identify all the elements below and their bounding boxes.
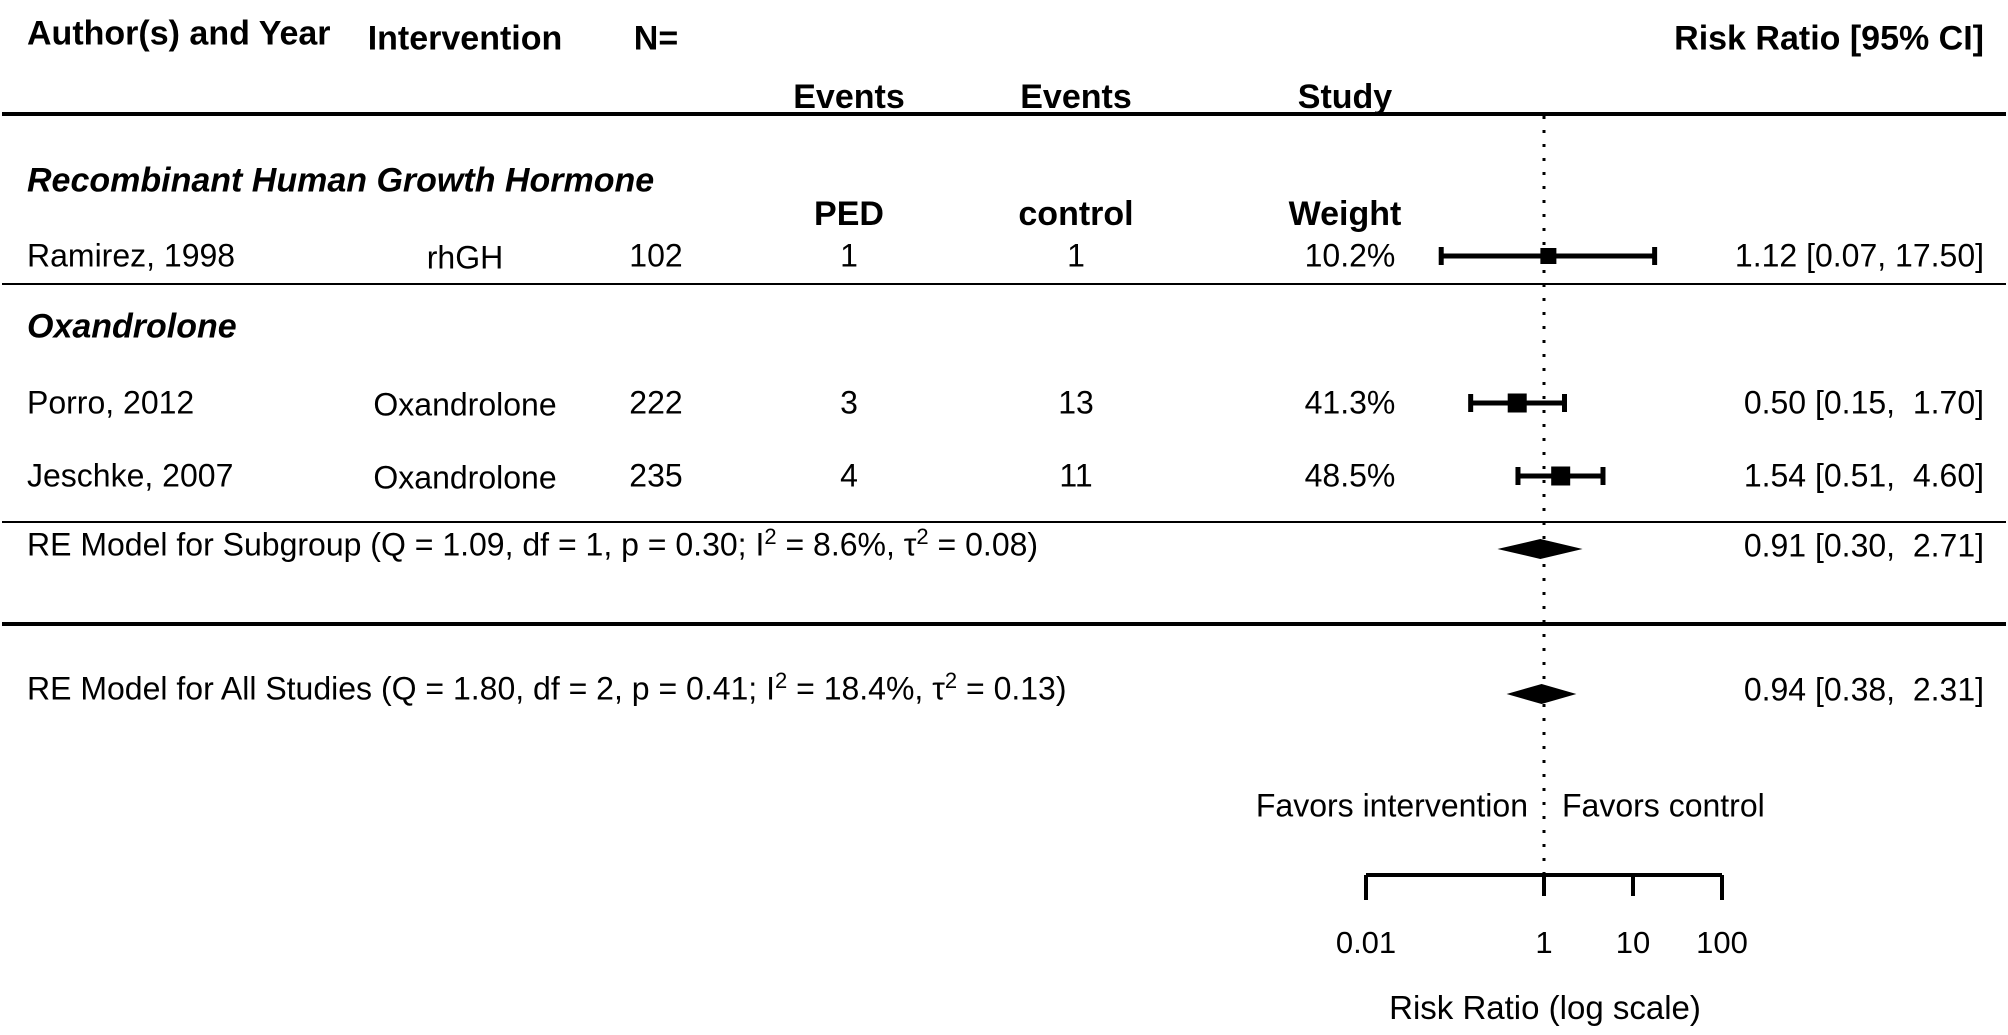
study-risk-ratio: 1.54 [0.51, 4.60] — [1743, 457, 1984, 494]
point-estimate-square — [1507, 393, 1527, 413]
study-intervention: rhGH — [426, 239, 504, 276]
x-axis-title: Risk Ratio (log scale) — [1389, 989, 1701, 1027]
summary-all-label-sup1: 2 — [774, 667, 788, 693]
col-header-events-ped-line1: Events — [793, 78, 905, 116]
summary-all-label: RE Model for All Studies (Q = 1.80, df =… — [27, 667, 1067, 708]
col-header-study-weight-line2: Weight — [1288, 195, 1402, 233]
x-tick-label-0.01: 0.01 — [1335, 925, 1397, 961]
summary-subgroup-label: RE Model for Subgroup (Q = 1.09, df = 1,… — [27, 523, 1039, 564]
col-header-n: N= — [633, 19, 679, 58]
section-divider-rule — [2, 622, 2006, 626]
study-events-control: 1 — [1067, 237, 1085, 274]
study-events-control: 11 — [1059, 457, 1093, 494]
summary-all-label-part3: = 0.13) — [957, 670, 1067, 707]
favors-control-label: Favors control — [1562, 787, 1765, 824]
summary-all-risk-ratio: 0.94 [0.38, 2.31] — [1743, 671, 1984, 708]
subgroup-header-rhgh: Recombinant Human Growth Hormone — [27, 161, 655, 200]
summary-all-label-part2: = 18.4%, τ — [787, 670, 945, 707]
study-events-control: 13 — [1058, 384, 1094, 421]
x-tick-label-100: 100 — [1696, 925, 1748, 961]
col-header-study-weight: Study Weight — [1289, 0, 1402, 312]
col-header-events-control: Events control — [1018, 0, 1133, 312]
summary-all-label-sup2: 2 — [944, 667, 958, 693]
study-events-ped: 3 — [840, 384, 858, 421]
summary-diamond — [1506, 684, 1577, 704]
study-intervention: Oxandrolone — [373, 459, 557, 496]
subgroup-summary-rule — [2, 521, 2006, 523]
point-estimate-square — [1540, 248, 1557, 264]
study-weight: 41.3% — [1304, 384, 1396, 421]
col-header-author: Author(s) and Year — [27, 14, 331, 53]
col-header-events-ped: Events PED — [793, 0, 905, 312]
summary-subgroup-label-sup2: 2 — [916, 523, 929, 549]
study-author: Ramirez, 1998 — [27, 237, 236, 274]
col-header-events-ped-line2: PED — [814, 195, 884, 233]
study-risk-ratio: 1.12 [0.07, 17.50] — [1734, 237, 1984, 274]
col-header-study-weight-line1: Study — [1297, 78, 1393, 116]
rhgh-section-rule — [2, 283, 2006, 285]
summary-subgroup-label-part1: RE Model for Subgroup (Q = 1.09, df = 1,… — [27, 526, 765, 563]
study-risk-ratio: 0.50 [0.15, 1.70] — [1743, 384, 1984, 421]
header-rule — [2, 112, 2006, 116]
study-weight: 48.5% — [1304, 457, 1396, 494]
summary-subgroup-label-part2: = 8.6%, τ — [776, 526, 917, 563]
summary-subgroup-label-sup1: 2 — [764, 523, 777, 549]
study-events-ped: 4 — [840, 457, 858, 494]
study-events-ped: 1 — [840, 237, 858, 274]
study-author: Jeschke, 2007 — [27, 457, 234, 494]
subgroup-header-oxandrolone: Oxandrolone — [27, 307, 237, 346]
x-tick-label-1: 1 — [1535, 925, 1553, 961]
col-header-events-control-line1: Events — [1020, 78, 1132, 116]
study-n: 102 — [629, 237, 683, 274]
summary-diamond — [1497, 539, 1583, 559]
study-author: Porro, 2012 — [27, 384, 195, 421]
study-weight: 10.2% — [1304, 237, 1396, 274]
col-header-risk-ratio: Risk Ratio [95% CI] — [1674, 19, 1984, 58]
summary-subgroup-label-part3: = 0.08) — [928, 526, 1039, 563]
col-header-events-control-line2: control — [1018, 195, 1134, 233]
summary-all-label-part1: RE Model for All Studies (Q = 1.80, df =… — [27, 670, 775, 707]
summary-subgroup-risk-ratio: 0.91 [0.30, 2.71] — [1743, 527, 1984, 564]
study-n: 222 — [629, 384, 683, 421]
study-n: 235 — [629, 457, 683, 494]
col-header-intervention: Intervention — [367, 19, 563, 58]
point-estimate-square — [1551, 466, 1571, 486]
x-tick-label-10: 10 — [1615, 925, 1651, 961]
study-intervention: Oxandrolone — [373, 386, 557, 423]
favors-intervention-label: Favors intervention — [1255, 787, 1528, 824]
